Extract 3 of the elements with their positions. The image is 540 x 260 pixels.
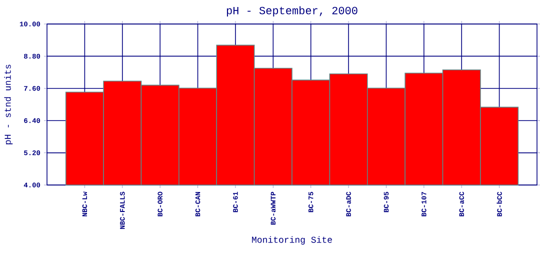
y-axis-title: pH - stnd units	[4, 64, 13, 144]
chart-title: pH - September, 2000	[226, 6, 358, 16]
x-axis-title: Monitoring Site	[252, 236, 332, 245]
